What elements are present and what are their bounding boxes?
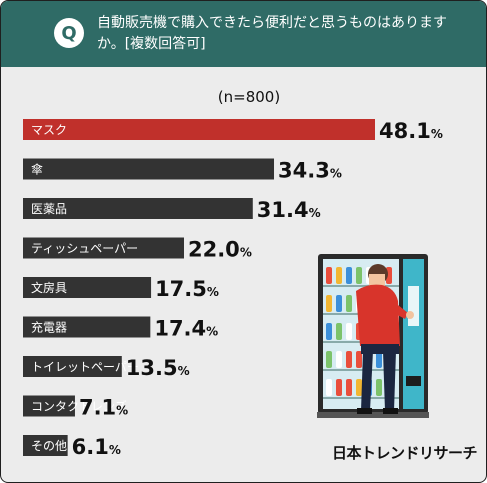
bottle [376, 379, 382, 396]
bottle [336, 295, 342, 312]
bar-label-7: コンタクトレンズ [31, 399, 127, 414]
bar-label-3: ティッシュペーパー [31, 242, 138, 256]
value-label-0: 48.1% [379, 119, 443, 143]
shelf-line [323, 369, 399, 371]
vending-machine-panel [403, 259, 424, 409]
customer-hips [361, 344, 399, 354]
vending-machine-illustration [317, 254, 429, 418]
customer-leg-right [383, 351, 396, 411]
bar-4 [23, 277, 152, 298]
customer-leg-left [361, 351, 373, 411]
value-label-2: 31.4% [257, 198, 321, 222]
bar-label-5: 充電器 [31, 320, 67, 335]
value-label-3: 22.0% [188, 238, 252, 262]
bar-6 [23, 356, 122, 377]
customer-shoe-left [357, 408, 372, 414]
shelf-line [323, 285, 399, 287]
bar-8 [23, 435, 68, 456]
bottle [326, 323, 332, 340]
bar-label-1: 傘 [31, 163, 43, 177]
question-badge: Q [54, 18, 84, 48]
bottle [326, 267, 332, 284]
vending-machine-buttons [408, 286, 419, 326]
customer-shirt [356, 284, 400, 346]
value-label-7: 7.1% [79, 396, 128, 420]
bars-group: マスク 48.1% 傘 34.3% 医薬品 31.4% ティッシュペーパー 22.0% 文房具 1… [23, 119, 443, 459]
bottle [336, 323, 342, 340]
value-label-1: 34.3% [278, 159, 342, 183]
bottle [356, 351, 362, 368]
bottle [356, 267, 362, 284]
value-label-6: 13.5% [126, 356, 190, 380]
vending-machine-base [317, 412, 429, 418]
chart-subtitle: (n=800) [218, 88, 280, 106]
bar-label-4: 文房具 [31, 280, 67, 295]
customer-shoe-right [383, 408, 398, 414]
customer-figure [356, 264, 414, 414]
brand-logo: 日本トレンドリサーチ [332, 444, 478, 462]
customer-arm [390, 301, 408, 319]
bottle [326, 295, 332, 312]
shelf-line [323, 397, 399, 399]
value-label-8: 6.1% [72, 435, 121, 459]
bottle [346, 267, 352, 284]
bottle [346, 295, 352, 312]
question-header: Q 自動販売機で購入できたら便利だと思うものはありますか。[複数回答可] [1, 1, 486, 67]
bar-label-0: マスク [31, 123, 67, 137]
value-label-5: 17.4% [154, 317, 218, 341]
bottle [346, 323, 352, 340]
bottle [346, 379, 352, 396]
bar-label-8: その他 [31, 439, 67, 453]
question-text: 自動販売機で購入できたら便利だと思うものはありますか。[複数回答可] [97, 15, 447, 52]
bar-label-6: トイレットペーパー [31, 360, 139, 374]
bar-5 [23, 316, 151, 338]
bottle [336, 267, 342, 284]
customer-hand [406, 311, 414, 319]
bottle [326, 379, 332, 396]
bottle [346, 351, 352, 368]
bottle [356, 379, 362, 396]
customer-face [369, 274, 385, 286]
value-label-4: 17.5% [155, 277, 219, 301]
bar-3 [23, 237, 184, 259]
vending-machine-slot [406, 376, 421, 386]
bottle [326, 351, 332, 368]
bar-0 [23, 119, 375, 140]
bar-label-2: 医薬品 [31, 202, 67, 216]
bar-2 [23, 198, 253, 219]
bar-1 [23, 158, 275, 180]
bottle [336, 351, 342, 368]
bottle [376, 351, 382, 368]
bottle [336, 379, 342, 396]
bar-7 [23, 395, 75, 417]
